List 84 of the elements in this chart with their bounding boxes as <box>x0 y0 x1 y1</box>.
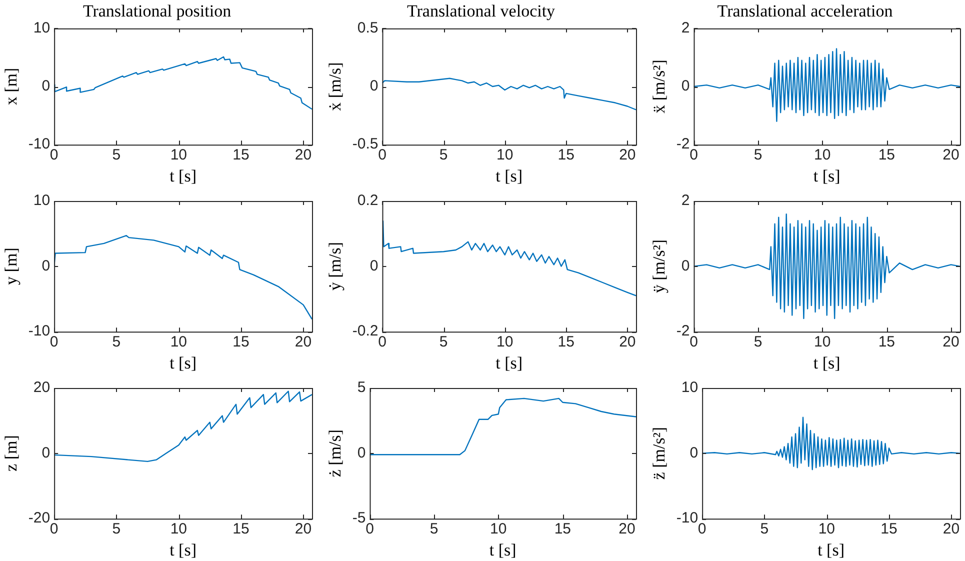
y-axis-title: ẍ [m/s²] <box>650 60 669 114</box>
x-axis-title: t [s] <box>170 166 196 186</box>
y-axis-title: ÿ [m/s²] <box>650 239 669 294</box>
y-tick-label: 10 <box>681 379 698 396</box>
x-tick-label: 5 <box>760 520 769 538</box>
y-tick-label: -5 <box>352 510 366 527</box>
y-tick-label: 0 <box>370 257 378 274</box>
x-tick-label: 20 <box>942 146 960 164</box>
x-tick-label: 15 <box>558 146 574 164</box>
y-tick-label: 0 <box>42 257 50 274</box>
y-tick-label: 0 <box>357 444 366 462</box>
x-tick-label: 20 <box>294 146 312 164</box>
x-tick-label: 10 <box>818 520 836 538</box>
chart-title: Translational acceleration <box>717 2 894 21</box>
x-tick-label: 5 <box>439 146 448 164</box>
x-tick-label: 10 <box>496 334 514 351</box>
y-axis-title: ẋ [m/s] <box>326 62 345 111</box>
y-tick-label: 20 <box>33 379 50 396</box>
y-tick-label: 0 <box>681 257 690 274</box>
x-tick-label: 10 <box>814 146 831 164</box>
x-tick-label: 20 <box>942 520 960 538</box>
x-axis-title: t [s] <box>170 353 196 372</box>
y-tick-label: 0 <box>681 78 690 95</box>
y-tick-label: -10 <box>28 136 50 153</box>
x-tick-label: 20 <box>619 146 636 164</box>
x-tick-label: 20 <box>294 334 312 351</box>
y-tick-label: 0 <box>42 444 50 462</box>
y-axis-title: ẏ [m/s] <box>326 242 345 291</box>
x-tick-label: 10 <box>170 520 188 538</box>
x-tick-label: 15 <box>232 520 250 538</box>
x-tick-label: 10 <box>490 520 507 538</box>
x-axis-title: t [s] <box>170 540 196 560</box>
chart-title: Translational position <box>82 2 232 21</box>
y-tick-label: 0 <box>42 78 50 95</box>
y-tick-label: -10 <box>28 322 50 340</box>
x-axis-title: t [s] <box>813 353 840 372</box>
x-axis-title: t [s] <box>818 540 844 560</box>
y-axis-title: x [m] <box>2 68 21 106</box>
y-tick-label: 0.5 <box>357 20 378 37</box>
x-tick-label: 15 <box>558 334 574 351</box>
x-tick-label: 15 <box>554 520 572 538</box>
x-tick-label: 20 <box>942 334 960 351</box>
x-tick-label: 5 <box>754 334 762 351</box>
x-tick-label: 15 <box>232 334 250 351</box>
y-axis-title: y [m] <box>2 248 21 285</box>
x-tick-label: 15 <box>878 146 896 164</box>
y-tick-label: 0 <box>690 444 698 462</box>
x-tick-label: 5 <box>112 334 121 351</box>
y-tick-label: 2 <box>681 20 690 37</box>
x-tick-label: 5 <box>112 520 121 538</box>
y-tick-label: -20 <box>28 510 50 527</box>
x-axis-title: t [s] <box>496 353 523 372</box>
x-tick-label: 10 <box>496 146 514 164</box>
y-tick-label: -10 <box>676 510 698 527</box>
x-tick-label: 20 <box>619 334 636 351</box>
x-tick-label: 20 <box>294 520 312 538</box>
x-tick-label: 15 <box>880 520 898 538</box>
y-tick-label: 0.2 <box>357 192 378 210</box>
y-tick-label: -2 <box>676 136 690 153</box>
x-tick-label: 10 <box>170 334 188 351</box>
x-tick-label: 5 <box>112 146 121 164</box>
y-tick-label: 10 <box>33 192 50 210</box>
x-tick-label: 5 <box>754 146 762 164</box>
y-tick-label: -0.2 <box>352 322 378 340</box>
x-tick-label: 15 <box>232 146 250 164</box>
y-tick-label: -2 <box>676 322 690 340</box>
y-axis-title: ż [m/s] <box>326 429 345 478</box>
x-axis-title: t [s] <box>496 166 523 186</box>
x-tick-label: 20 <box>618 520 636 538</box>
y-axis-title: z̈ [m/s²] <box>650 426 669 480</box>
y-tick-label: 10 <box>33 20 50 37</box>
y-tick-label: 0 <box>370 78 378 95</box>
x-axis-title: t [s] <box>813 166 840 186</box>
y-axis-title: z [m] <box>2 435 21 472</box>
x-tick-label: 15 <box>878 334 896 351</box>
y-tick-label: 5 <box>357 379 366 396</box>
x-tick-label: 5 <box>430 520 438 538</box>
chart-title: Translational velocity <box>406 2 556 21</box>
x-axis-title: t [s] <box>489 540 516 560</box>
y-tick-label: -0.5 <box>352 136 378 153</box>
y-tick-label: 2 <box>681 192 690 210</box>
x-tick-label: 10 <box>814 334 831 351</box>
x-tick-label: 10 <box>170 146 188 164</box>
x-tick-label: 5 <box>439 334 448 351</box>
